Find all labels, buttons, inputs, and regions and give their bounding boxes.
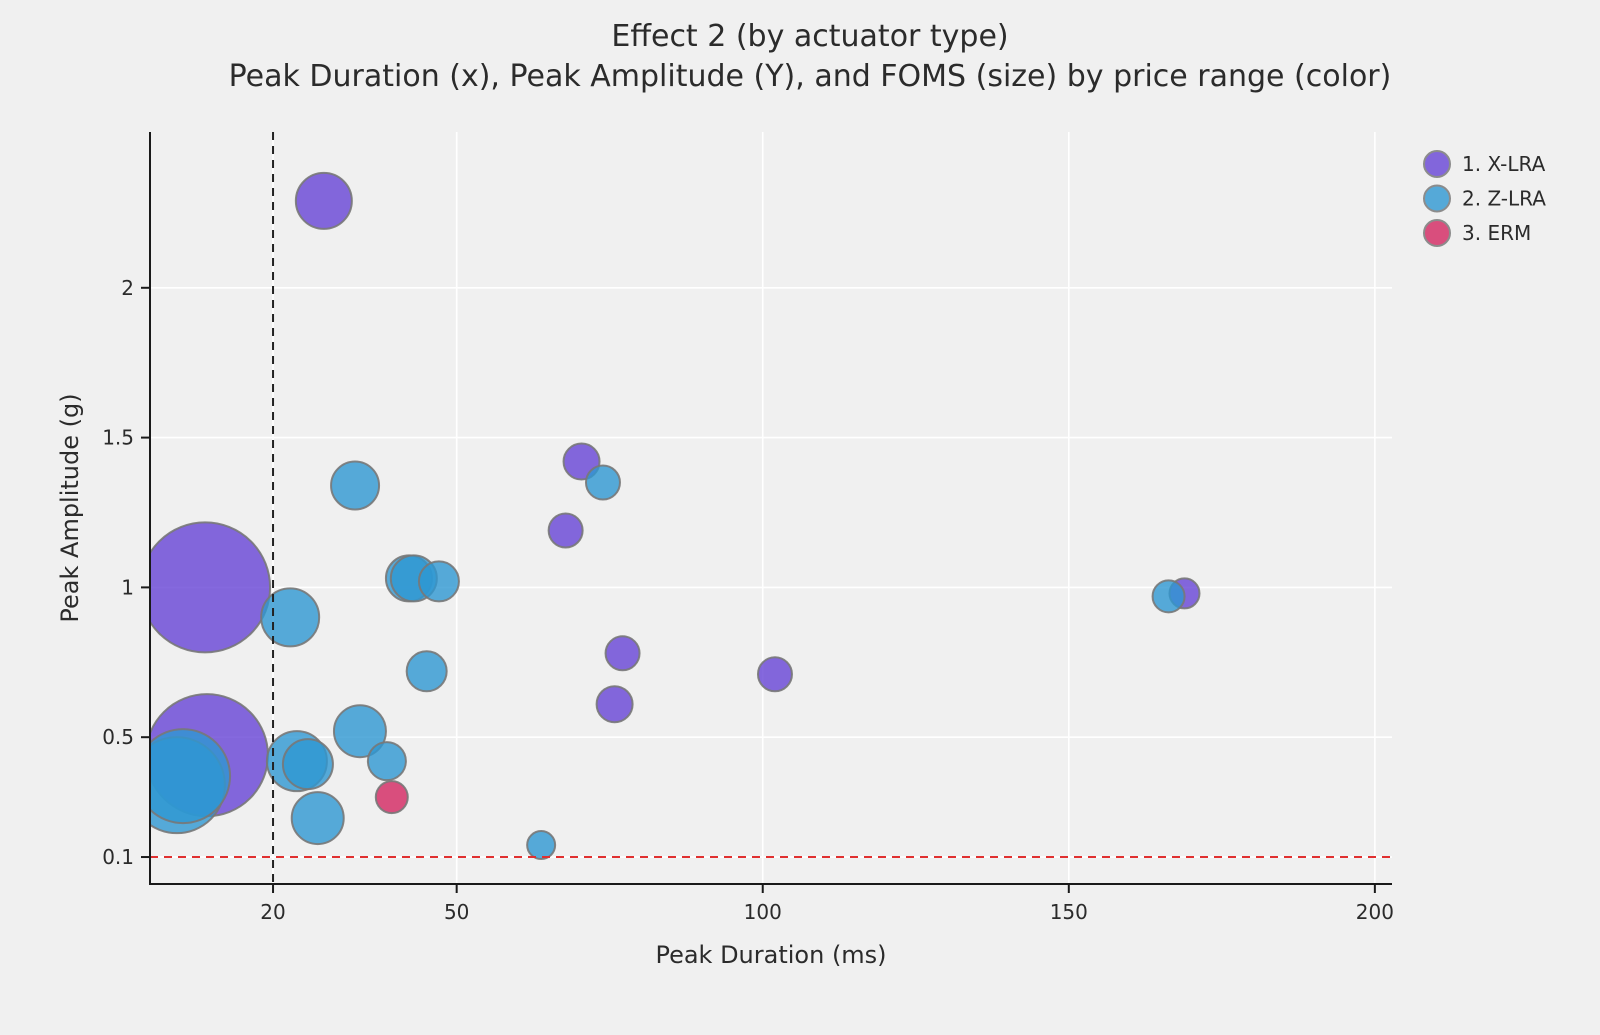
y-tick-label: 2 <box>121 276 134 300</box>
x-tick-label: 100 <box>744 900 782 924</box>
bubble-point[interactable] <box>526 830 557 861</box>
bubble-point[interactable] <box>260 587 321 648</box>
bubble-point[interactable] <box>330 460 381 511</box>
bubble-point[interactable] <box>595 685 634 724</box>
legend-item-1-x-lra[interactable]: 1. X-LRA <box>1423 150 1546 178</box>
bubble-point[interactable] <box>366 741 407 782</box>
bubble-point[interactable] <box>756 656 793 693</box>
y-axis-label: Peak Amplitude (g) <box>56 393 84 622</box>
legend-marker-icon <box>1423 184 1451 213</box>
bubble-layer <box>136 171 1201 861</box>
y-tick-label: 0.1 <box>102 845 134 869</box>
y-tick-label: 1 <box>121 575 134 599</box>
y-tick-label: 1.5 <box>102 426 134 450</box>
bubble-point[interactable] <box>405 650 448 693</box>
axes <box>141 132 1392 893</box>
x-tick-label: 200 <box>1356 900 1394 924</box>
bubble-point[interactable] <box>604 635 641 672</box>
legend: 1. X-LRA 2. Z-LRA 3. ERM <box>1423 150 1546 247</box>
tick-labels: 20 50 100 150 200 0.1 0.5 1 1.5 2 <box>102 276 1394 924</box>
bubble-point[interactable] <box>584 464 621 501</box>
x-axis-label: Peak Duration (ms) <box>655 941 886 969</box>
x-tick-label: 20 <box>260 900 285 924</box>
bubble-point[interactable] <box>136 728 232 825</box>
series-1-x-lra <box>140 171 1201 818</box>
reference-lines <box>150 132 1392 884</box>
bubble-point[interactable] <box>1151 579 1186 614</box>
chart-title: Effect 2 (by actuator type) <box>611 19 1008 54</box>
y-tick-label: 0.5 <box>102 725 134 749</box>
bubble-point[interactable] <box>332 704 387 759</box>
bubble-point[interactable] <box>417 560 460 603</box>
legend-item-2-z-lra[interactable]: 2. Z-LRA <box>1423 184 1546 213</box>
legend-marker-icon <box>1423 150 1451 178</box>
legend-item-label: 3. ERM <box>1462 221 1531 245</box>
bubble-point[interactable] <box>374 780 409 815</box>
chart-subtitle: Peak Duration (x), Peak Amplitude (Y), a… <box>229 59 1392 94</box>
bubble-point[interactable] <box>547 512 584 549</box>
bubble-point[interactable] <box>281 738 334 791</box>
x-tick-label: 150 <box>1050 900 1088 924</box>
bubble-point[interactable] <box>290 791 345 846</box>
bubble-point[interactable] <box>294 171 353 230</box>
series-2-z-lra <box>136 460 1186 861</box>
legend-item-label: 1. X-LRA <box>1462 152 1546 176</box>
series-3-erm <box>374 780 409 815</box>
legend-marker-icon <box>1423 219 1451 247</box>
x-tick-label: 50 <box>444 900 469 924</box>
legend-item-label: 2. Z-LRA <box>1462 187 1546 211</box>
bubble-point[interactable] <box>140 521 272 654</box>
legend-item-3-erm[interactable]: 3. ERM <box>1423 219 1531 247</box>
